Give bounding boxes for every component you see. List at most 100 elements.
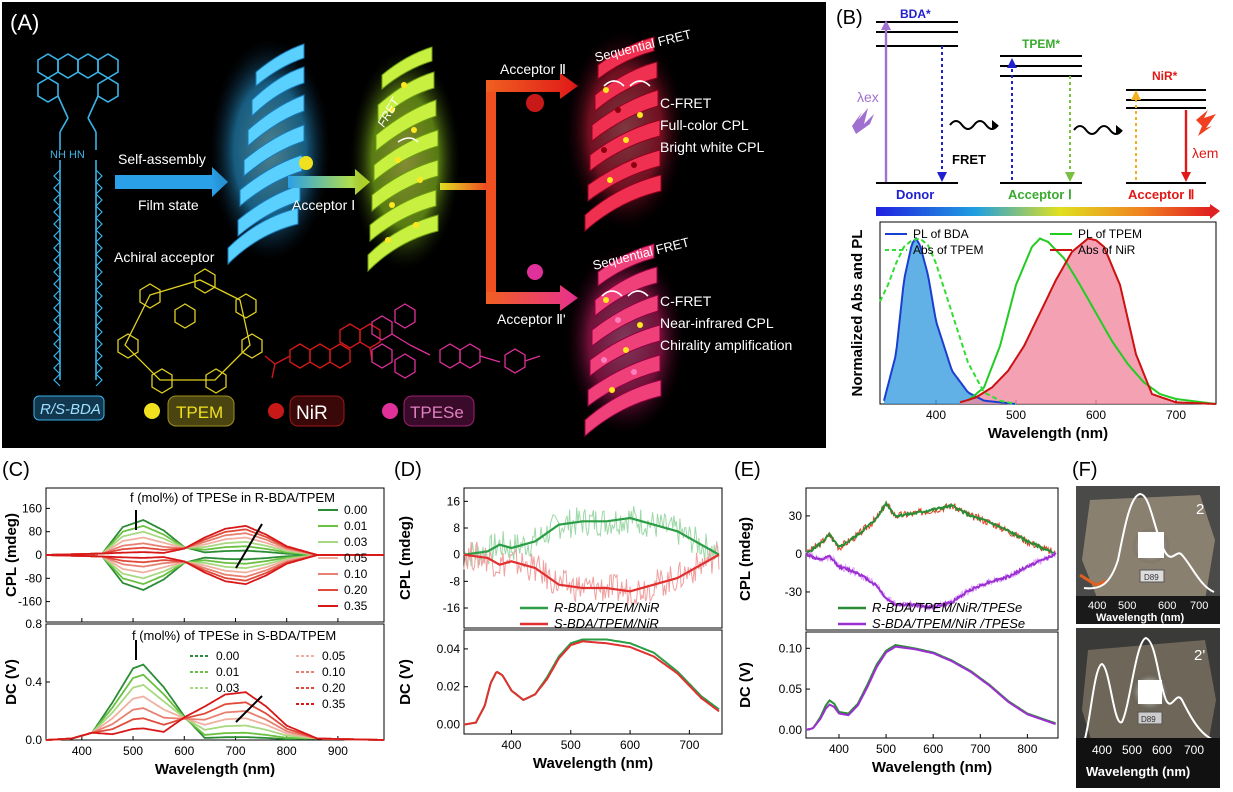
panel-d-cpl-plot: 16 8 0 -8 -16 CPL (mdeg) R-BDA/TPEM/NiRS-BDA/T… — [397, 487, 723, 631]
D-CPL-frame — [463, 487, 723, 629]
blue-helix — [210, 40, 330, 266]
energy-levels — [876, 21, 1206, 184]
E-DC-ytick-label: 0.05 — [779, 682, 803, 696]
e-dc-line — [805, 643, 1056, 731]
energy-gradient-head — [1210, 204, 1220, 219]
E-DC-xlabel: Wavelength (nm) — [872, 759, 992, 776]
D-DC-ylabel: DC (V) — [397, 659, 414, 705]
panel-d-label: (D) — [394, 459, 422, 481]
c-top-legend-label: 0.20 — [344, 583, 368, 597]
c-top-legend-label: 0.35 — [344, 599, 368, 613]
film-state-label: Film state — [138, 197, 199, 213]
b-series-line — [883, 236, 1016, 405]
nir-absorption-head — [1131, 90, 1141, 100]
c-bottom-legend-title: f (mol%) of TPESe in S-BDA/TPEM — [132, 628, 336, 643]
D-DC-xtick-label: 500 — [561, 738, 581, 752]
role-donor: Donor — [896, 187, 934, 202]
tpem-molecule — [117, 268, 263, 394]
green-helix — [350, 46, 460, 273]
fret-curl-arrow — [397, 137, 419, 143]
C-CPL-ytick-label: -160 — [18, 595, 42, 609]
C-DC-ytick-label: 0.4 — [25, 675, 42, 689]
b-legend-label: Abs of NiR — [1078, 243, 1136, 257]
acceptor2p-label: Acceptor Ⅱ' — [497, 311, 566, 327]
legend-nir: NiR — [268, 395, 345, 427]
E-DC-xtick-label: 400 — [829, 742, 849, 756]
panel-d-dc-plot: 400 500 600 700 0.00 0.02 0.04 Wavelength (nm) D… — [397, 629, 723, 772]
excitation-light-icon — [852, 108, 874, 134]
fret-wave-2 — [1073, 125, 1123, 135]
level-bda: BDA* — [900, 7, 931, 21]
e-legend-label: R-BDA/TPEM/NiR/TPESe — [872, 600, 1022, 615]
d-dc-line — [463, 638, 720, 726]
legend-tpem-label: TPEM — [176, 403, 223, 422]
E-CPL-ytick-label: -30 — [785, 585, 803, 599]
D-DC-ytick-label: 0.04 — [437, 642, 461, 656]
f2-tick-700: 700 — [1184, 743, 1204, 757]
C-CPL-ylabel: CPL (mdeg) — [3, 513, 20, 597]
c-cpl-s-line — [46, 554, 384, 586]
tpese-dot — [527, 264, 543, 280]
E-CPL-ylabel: CPL (mdeg) — [737, 517, 754, 601]
c-dc-line — [45, 691, 384, 741]
C-DC-xlabel: Wavelength (nm) — [155, 761, 275, 778]
role-acceptor2: Acceptor Ⅱ — [1128, 187, 1194, 202]
fret-wave-2-head — [1116, 125, 1122, 135]
d-cpl-line — [463, 516, 720, 556]
c-bottom-legend-label: 0.03 — [216, 681, 240, 695]
D-DC-xtick-label: 400 — [501, 738, 521, 752]
B-spectra-xlabel: Wavelength (nm) — [988, 425, 1108, 442]
E-DC-ylabel: DC (V) — [737, 662, 754, 708]
out1-line2: Full-color CPL — [660, 117, 749, 133]
D-DC-xtick-label: 700 — [679, 738, 699, 752]
tpem-emission-head — [1065, 172, 1075, 182]
red-helix — [565, 30, 685, 233]
c-top-legend-title: f (mol%) of TPESe in R-BDA/TPEM — [130, 490, 335, 505]
out1-line3: Bright white CPL — [660, 139, 764, 155]
D-DC-ytick-label: 0.00 — [437, 718, 461, 732]
b-series-line — [959, 237, 1217, 405]
legend-tpem: TPEM — [144, 395, 235, 427]
nir-molecule — [264, 323, 381, 379]
D-CPL-ytick-label: 16 — [447, 494, 461, 508]
C-CPL-ytick-label: 160 — [22, 501, 42, 515]
fret-wave-1-head — [992, 120, 998, 130]
lambda-ex: λex — [857, 89, 879, 105]
C-CPL-ytick-label: -80 — [25, 571, 43, 585]
branch-to-nir-arrow — [486, 73, 578, 99]
c-dc-up-arrow — [235, 695, 263, 723]
D-CPL-ytick-label: -8 — [449, 574, 460, 588]
D-CPL-ytick-label: 8 — [453, 521, 460, 535]
acceptor2-label: Acceptor Ⅱ — [500, 61, 566, 77]
D-DC-frame — [463, 629, 723, 735]
fork-vertical — [486, 80, 496, 304]
E-CPL-frame — [805, 487, 1059, 631]
d-legend-label: R-BDA/TPEM/NiR — [554, 600, 659, 615]
c-bottom-legend-label: 0.35 — [322, 697, 346, 711]
c-bottom-legend-label: 0.10 — [322, 665, 346, 679]
D-CPL-ylabel: CPL (mdeg) — [397, 516, 414, 600]
f2-tick-400: 400 — [1092, 743, 1112, 757]
f2-tick-500: 500 — [1122, 743, 1142, 757]
legend-tpese: TPESe — [382, 395, 475, 427]
E-DC-ytick-label: 0.00 — [779, 723, 803, 737]
B-spectra-xtick-label: 600 — [1086, 408, 1106, 422]
nir-emission-head — [1181, 172, 1191, 182]
lambda-em: λem — [1192, 145, 1218, 161]
tpem-dot — [299, 156, 313, 170]
c-bottom-legend-label: 0.01 — [216, 665, 240, 679]
out2-line2: Near-infrared CPL — [660, 315, 774, 331]
f1-tick-700: 700 — [1190, 600, 1208, 612]
E-DC-xtick-label: 600 — [923, 742, 943, 756]
f1-tick-600: 600 — [1158, 600, 1176, 612]
emission-light-icon — [1196, 110, 1216, 136]
D-DC-xtick-label: 600 — [620, 738, 640, 752]
f2-tick-600: 600 — [1152, 743, 1172, 757]
achiral-label: Achiral acceptor — [114, 249, 215, 265]
C-DC-ytick-label: 0.0 — [25, 733, 42, 747]
c-cpl-up-arrow — [235, 523, 263, 569]
d-cpl-noisy-line — [463, 541, 720, 607]
E-DC-xtick-label: 500 — [876, 742, 896, 756]
legend-nir-label: NiR — [296, 403, 328, 424]
